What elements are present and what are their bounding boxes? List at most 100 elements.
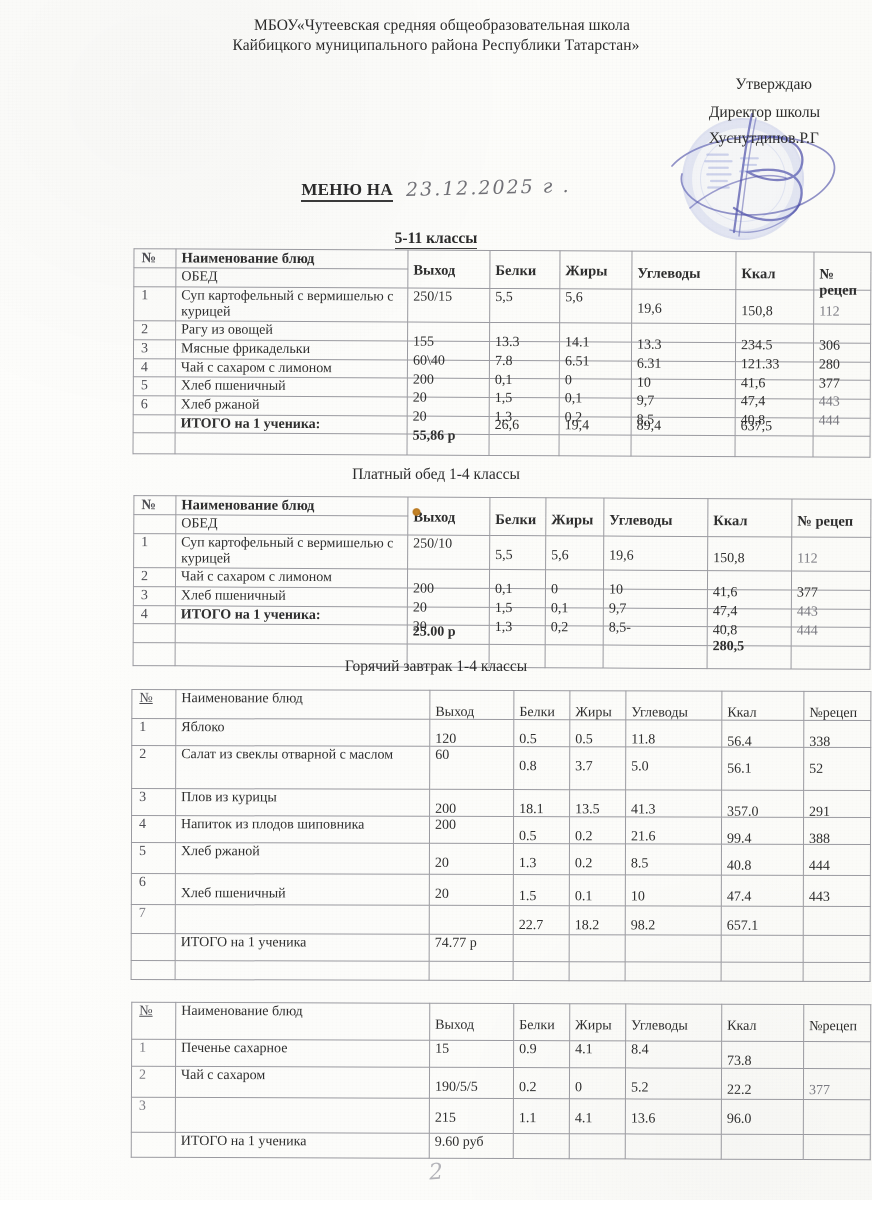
spacer-cell bbox=[569, 961, 626, 981]
dish-protein: 1.5 bbox=[513, 874, 570, 906]
total-carbs: 13.6 bbox=[625, 1098, 722, 1135]
col-header-recipe: № рецеп bbox=[791, 499, 871, 538]
table-row: 2 Салат из свеклы отварной с маслом 60 0… bbox=[131, 745, 871, 791]
dish-output: 190/5/5 bbox=[429, 1067, 514, 1099]
dish-recipe: 52 bbox=[803, 747, 871, 791]
table-header-row: № Наименование блюд Выход Белки Жиры Угл… bbox=[131, 1002, 871, 1042]
col-header-num: № bbox=[131, 689, 176, 719]
table-row: 6 Хлеб пшеничный 20 1.5 0.1 10 47.4 443 bbox=[131, 873, 871, 907]
dish-output: 250/15 bbox=[407, 287, 490, 323]
table-header-row: № Наименование блюд Выход Белки Жиры Угл… bbox=[131, 689, 871, 721]
dish-name bbox=[175, 1097, 430, 1134]
approve-word: Утверждаю bbox=[735, 76, 812, 93]
dish-recipe: 338 bbox=[803, 720, 871, 750]
dish-recipe bbox=[803, 1041, 871, 1069]
dish-fat: 0.5 bbox=[569, 719, 626, 747]
dish-output: 155 bbox=[407, 322, 490, 350]
dish-fat: 0.2 bbox=[569, 843, 626, 875]
row-num: 4 bbox=[133, 358, 176, 378]
spacer-cell bbox=[558, 435, 632, 457]
total-protein: 22.7 bbox=[513, 905, 570, 935]
col-header-output: Выход bbox=[429, 690, 514, 720]
dish-name: Хлеб ржаной bbox=[175, 395, 408, 416]
table-row: 2 Чай с сахаром 190/5/5 0.2 0 5.2 22.2 3… bbox=[131, 1066, 871, 1100]
dish-protein: 0,1 bbox=[489, 569, 546, 597]
empty-cell bbox=[721, 935, 804, 963]
col-header-fat: Жиры bbox=[559, 250, 633, 290]
col-header-kcal: Ккал bbox=[721, 1004, 804, 1042]
dish-name: Напиток из плодов шиповника bbox=[175, 815, 430, 844]
total-price: 74.77 р bbox=[429, 934, 514, 962]
dish-protein: 1.3 bbox=[513, 843, 570, 875]
dish-carbs: 8.4 bbox=[625, 1040, 722, 1069]
dish-name: Хлеб пшеничный bbox=[175, 586, 408, 607]
row-num: 3 bbox=[133, 339, 176, 359]
spacer-cell bbox=[133, 432, 176, 455]
menu-title: МЕНЮ НА 23.12.2025 г . bbox=[0, 175, 872, 202]
dish-recipe: 306 bbox=[813, 324, 871, 354]
row-num bbox=[133, 623, 176, 643]
menu-title-label: МЕНЮ НА bbox=[301, 180, 393, 202]
dish-kcal: 41,6 bbox=[707, 570, 792, 600]
spacer-cell bbox=[175, 960, 430, 981]
total-protein: 1.1 bbox=[513, 1098, 570, 1134]
dish-fat: 0.2 bbox=[569, 816, 626, 844]
section-caption-grades-5-11: 5-11 классы bbox=[0, 230, 872, 249]
section-caption-paid-lunch: Платный обед 1-4 классы bbox=[0, 466, 872, 484]
row-num: 3 bbox=[133, 586, 176, 606]
dish-recipe: 444 bbox=[803, 844, 871, 876]
col-header-protein: Белки bbox=[513, 690, 570, 720]
dish-name: Чай с сахаром с лимоном bbox=[175, 568, 408, 588]
dish-protein: 13.3 bbox=[489, 322, 560, 350]
spacer-cell bbox=[131, 960, 176, 980]
dish-name: Плов из курицы bbox=[175, 788, 430, 817]
director-label: Директор школы bbox=[708, 103, 820, 121]
dish-carbs: 10 bbox=[625, 874, 722, 907]
col-header-output-text: Выход bbox=[413, 262, 456, 279]
dish-protein: 0.9 bbox=[513, 1040, 570, 1068]
row-num: 5 bbox=[133, 376, 176, 396]
empty-cell bbox=[569, 934, 626, 962]
col-header-recipe: №рецеп bbox=[803, 691, 871, 721]
table-row: 1 Суп картофельный с вермишелью с курице… bbox=[133, 533, 871, 572]
dish-name: Яблоко bbox=[175, 718, 430, 747]
spacer-cell bbox=[175, 433, 408, 456]
row-num: 7 bbox=[131, 904, 176, 934]
col-header-kcal: Ккал bbox=[721, 691, 804, 721]
dish-output: 15 bbox=[429, 1040, 514, 1068]
col-header-carbs: Углеводы bbox=[603, 498, 708, 537]
table-row: 1 Суп картофельный с вермишелью с курице… bbox=[133, 286, 871, 325]
table-row: 4 Напиток из плодов шиповника 200 0.5 0.… bbox=[131, 815, 871, 847]
dish-kcal: 150,8 bbox=[707, 536, 792, 572]
col-header-output: Выход bbox=[407, 250, 491, 289]
total-fat: 18.2 bbox=[569, 905, 626, 935]
meal-label: ОБЕД bbox=[175, 268, 408, 288]
table-paid-lunch-grades-1-4: № Наименование блюд Выход Белки Жиры Угл… bbox=[133, 495, 872, 670]
total-carbs: 98.2 bbox=[625, 905, 722, 936]
col-header-protein-text: Белки bbox=[495, 262, 537, 280]
dish-protein: 0.5 bbox=[513, 719, 570, 747]
dish-carbs: 5.0 bbox=[625, 746, 722, 791]
row-num bbox=[131, 933, 176, 961]
row-num: 1 bbox=[131, 718, 176, 746]
dish-protein: 0.2 bbox=[513, 1067, 570, 1099]
dish-name: Печенье сахарное bbox=[175, 1039, 430, 1068]
spacer-cell bbox=[812, 436, 871, 458]
dish-fat: 13.5 bbox=[569, 789, 626, 817]
empty-cell bbox=[803, 935, 871, 963]
row-num: 1 bbox=[133, 286, 176, 322]
spacer-cell bbox=[488, 434, 560, 457]
dish-kcal: 40.8 bbox=[721, 844, 804, 876]
dish-kcal: 99.4 bbox=[721, 817, 804, 847]
col-header-protein: Белки bbox=[489, 497, 546, 536]
dish-name: Чай с сахаром с лимоном bbox=[175, 358, 408, 379]
totals-row: 7 22.7 18.2 98.2 657.1 bbox=[131, 904, 871, 936]
dish-recipe: 443 bbox=[803, 875, 871, 907]
total-label: ИТОГО на 1 ученика bbox=[175, 933, 430, 962]
row-num bbox=[131, 1132, 176, 1158]
col-header-recipe: № рецеп bbox=[813, 252, 871, 299]
col-header-recipe: №рецеп bbox=[803, 1004, 871, 1042]
col-header-output: Выход bbox=[429, 1003, 514, 1041]
dish-carbs: 10 bbox=[603, 570, 708, 598]
